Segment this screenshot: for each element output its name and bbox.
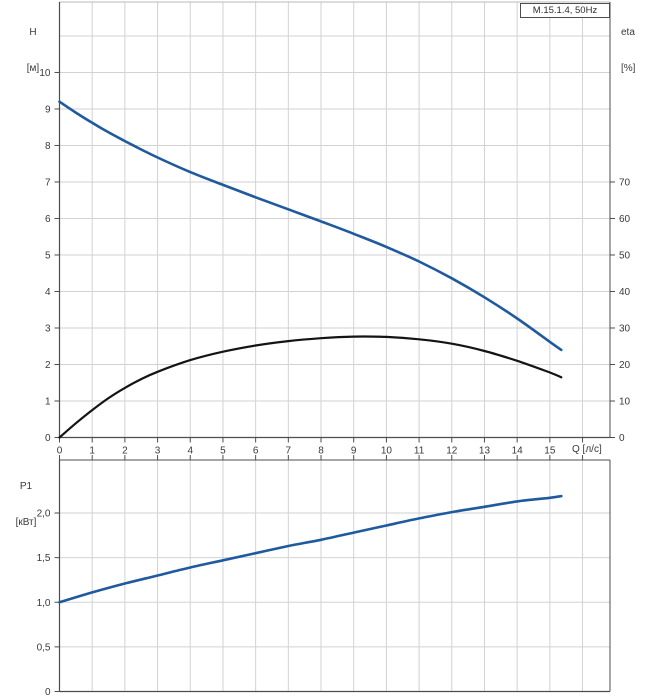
x-tick-label: 2 [122,446,128,457]
eta-curve [58,335,563,439]
left-tick-label: 0,5 [37,642,51,653]
x-tick-label: 15 [544,446,556,457]
x-tick-label: 11 [414,446,425,457]
right-axis-title: eta [%] [621,3,657,99]
left-axis-title-unit: [м] [26,63,40,74]
h-curve [58,100,563,352]
left-tick-label: 2 [45,360,51,371]
x-tick-label: 1 [89,446,95,457]
left-tick-label: 2,0 [37,509,51,520]
left-tick-label: 10 [39,68,51,79]
p1-axis-title-unit: [кВт] [15,517,37,528]
left-tick-label: 0 [45,433,51,444]
right-tick-label: 10 [619,396,631,407]
right-tick-label: 30 [619,323,631,334]
right-axis-title-unit: [%] [621,63,636,74]
left-tick-label: 3 [45,323,51,334]
x-tick-label: 8 [318,446,324,457]
x-tick-label: 6 [253,446,259,457]
p1-curve [58,494,563,604]
left-axis-title-quantity: H [29,27,37,38]
left-tick-label: 5 [45,250,51,261]
right-axis-title-quantity: eta [621,27,635,38]
x-tick-label: 10 [381,446,393,457]
left-tick-label: 7 [45,177,51,188]
model-label-box: M.15.1.4, 50Hz [520,3,610,18]
x-tick-label: 0 [57,446,63,457]
left-tick-label: 1,0 [37,598,51,609]
right-tick-label: 0 [619,433,625,444]
left-tick-label: 1,5 [37,553,51,564]
x-tick-label: 9 [351,446,357,457]
x-axis-title: Q [л/с] [572,444,602,455]
left-tick-label: 8 [45,141,51,152]
p1-axis-title: P1 [кВт] [4,457,48,553]
left-tick-label: 0 [45,687,51,698]
x-tick-label: 12 [446,446,458,457]
x-tick-label: 4 [187,446,193,457]
left-tick-label: 4 [45,287,51,298]
x-tick-label: 7 [286,446,292,457]
right-tick-label: 20 [619,360,631,371]
right-tick-label: 60 [619,214,631,225]
left-axis-title: H [м] [16,3,50,99]
left-tick-label: 1 [45,396,51,407]
p1-axis-title-quantity: P1 [19,481,33,492]
right-tick-label: 50 [619,250,631,261]
left-tick-label: 9 [45,104,51,115]
right-tick-label: 70 [619,177,631,188]
right-tick-label: 40 [619,287,631,298]
x-tick-label: 13 [479,446,491,457]
x-tick-label: 3 [155,446,161,457]
left-tick-label: 6 [45,214,51,225]
x-tick-label: 14 [512,446,524,457]
x-tick-label: 5 [220,446,226,457]
